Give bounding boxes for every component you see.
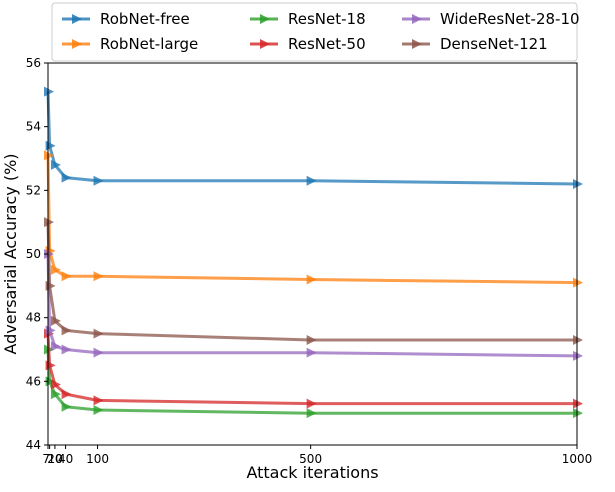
data-point [50, 315, 61, 326]
x-tick-label: 10 [48, 452, 63, 466]
data-point [93, 328, 104, 339]
y-tick-label: 50 [26, 247, 41, 261]
y-tick-label: 48 [26, 311, 41, 325]
data-point [61, 325, 72, 336]
legend-label: ResNet-50 [288, 35, 366, 53]
x-tick-label: 100 [86, 452, 109, 466]
legend-marker [72, 39, 82, 49]
x-tick-label: 20 [47, 452, 62, 466]
y-tick-label: 46 [26, 374, 41, 388]
data-point [306, 274, 317, 285]
legend-marker [412, 39, 422, 49]
data-point [306, 408, 317, 419]
data-point [573, 350, 583, 361]
legend-marker [412, 14, 422, 24]
legend-marker [260, 14, 270, 24]
data-point [61, 389, 72, 400]
series-line [46, 91, 578, 186]
data-point [573, 408, 583, 419]
data-point [50, 341, 61, 352]
y-tick-label: 54 [26, 120, 41, 134]
data-point [306, 347, 317, 358]
legend-box [51, 2, 578, 62]
data-point [44, 217, 54, 228]
data-point [573, 334, 583, 345]
data-point [61, 344, 72, 355]
legend-marker [260, 39, 270, 49]
data-point [93, 395, 104, 406]
data-point [573, 277, 583, 288]
x-axis-label: Attack iterations [246, 463, 378, 482]
legend-label: RobNet-free [100, 10, 190, 28]
y-tick-label: 56 [26, 56, 41, 70]
legend-label: DenseNet-121 [440, 35, 548, 53]
data-point [306, 398, 317, 409]
y-tick-label: 52 [26, 183, 41, 197]
legend-label: ResNet-18 [288, 10, 366, 28]
legend-label: RobNet-large [100, 35, 198, 53]
data-point [93, 271, 104, 282]
series-line [46, 155, 578, 285]
data-point [93, 175, 104, 186]
data-point [573, 178, 583, 189]
plot-area [44, 86, 583, 419]
data-point [61, 401, 72, 412]
data-point [61, 271, 72, 282]
x-tick-label: 40 [58, 452, 73, 466]
legend: RobNet-free RobNet-large ResNet-18 ResNet-5… [51, 2, 580, 62]
y-axis-label: Adversarial Accuracy (%) [1, 153, 20, 354]
data-point [44, 150, 54, 161]
plot-frame [47, 62, 578, 446]
data-point [306, 175, 317, 186]
data-point [50, 389, 61, 400]
x-tick-label: 500 [299, 452, 322, 466]
series-line [46, 333, 577, 406]
data-point [93, 404, 104, 415]
legend-marker [72, 14, 82, 24]
data-point [50, 264, 61, 275]
data-point [50, 159, 61, 170]
x-tick-label: 7 [42, 452, 50, 466]
data-point [573, 398, 583, 409]
legend-label: WideResNet-28-10 [440, 10, 580, 28]
x-tick-label: 1000 [562, 452, 593, 466]
data-point [61, 172, 72, 183]
data-point [306, 334, 317, 345]
data-point [93, 347, 104, 358]
y-tick-label: 44 [26, 438, 41, 452]
data-point [50, 379, 61, 390]
data-point [44, 86, 54, 97]
